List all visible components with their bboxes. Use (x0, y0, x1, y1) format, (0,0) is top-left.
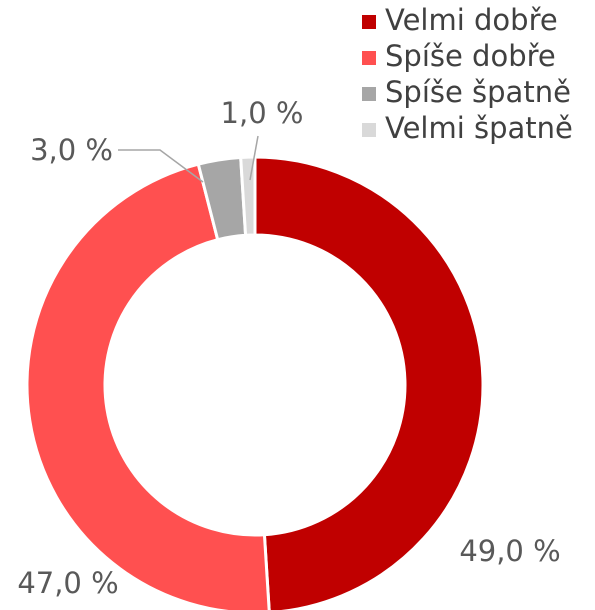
legend-swatch (362, 123, 376, 137)
data-label: 49,0 % (459, 534, 560, 568)
donut-slice (253, 155, 485, 610)
legend-label: Spíše dobře (385, 39, 556, 73)
leader-line (249, 135, 259, 181)
data-label: 3,0 % (30, 133, 113, 167)
legend-swatch (362, 15, 376, 29)
donut-slice (25, 162, 271, 610)
data-label: 47,0 % (17, 566, 118, 600)
data-label: 1,0 % (221, 96, 304, 130)
legend-label: Velmi špatně (385, 111, 573, 145)
leader-line (118, 149, 204, 183)
legend-label: Spíše špatně (385, 75, 571, 109)
donut-slice (239, 155, 257, 237)
legend-swatch (362, 87, 376, 101)
legend-label: Velmi dobře (385, 3, 558, 37)
legend-swatch (362, 51, 376, 65)
